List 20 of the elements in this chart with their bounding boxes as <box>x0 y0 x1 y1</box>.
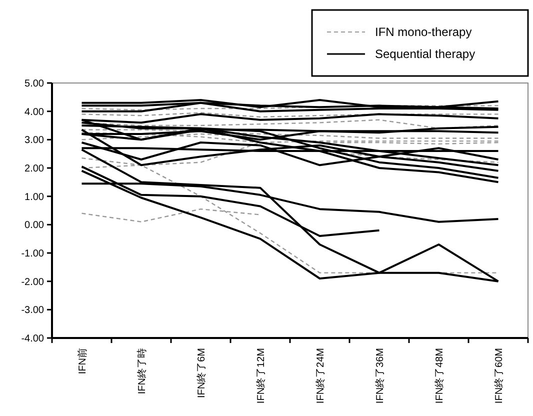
y-tick-label: -4.00 <box>21 334 44 344</box>
y-tick-label: 0.00 <box>24 220 44 232</box>
y-tick-label: -3.00 <box>21 305 44 316</box>
legend-label: IFN mono-therapy <box>375 25 472 40</box>
x-tick-label: IFN終了24M <box>314 348 326 404</box>
x-tick-label: IFN終了12M <box>254 348 267 404</box>
legend-label: Sequential therapy <box>375 47 476 62</box>
x-tick-label: IFN終了6M <box>195 348 208 398</box>
y-tick-label: 1.00 <box>24 192 44 203</box>
y-tick-label: 3.00 <box>24 135 44 146</box>
x-tick-label: IFN終了時 <box>136 348 148 394</box>
y-tick-label: -2.00 <box>21 276 44 288</box>
y-tick-label: 4.00 <box>24 106 44 118</box>
x-tick-label: IFN前 <box>76 348 88 374</box>
y-tick-label: -1.00 <box>21 248 44 260</box>
x-tick-label: IFN終了36M <box>374 348 386 404</box>
y-tick-label: 5.00 <box>24 78 44 90</box>
x-tick-label: IFN終了60M <box>492 348 505 404</box>
y-tick-label: 2.00 <box>24 164 44 174</box>
x-tick-label: IFN終了48M <box>433 348 446 404</box>
